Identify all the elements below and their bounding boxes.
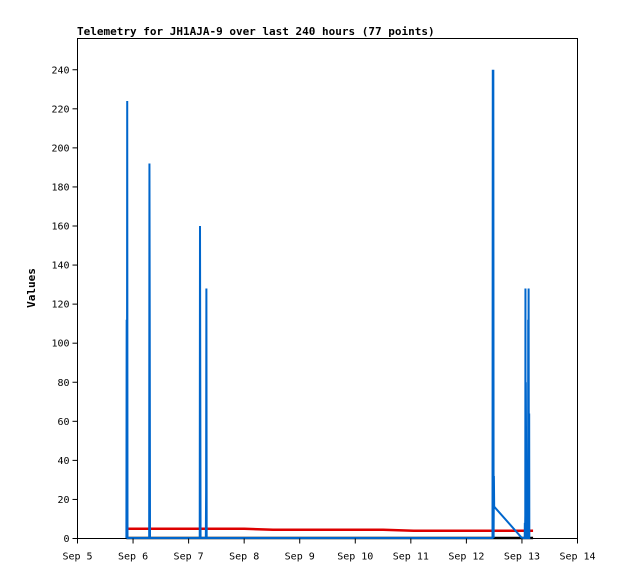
x-tick-label: Sep 8 <box>229 552 259 563</box>
y-tick-label: 0 <box>63 534 69 545</box>
y-tick-label: 120 <box>51 300 69 311</box>
chart-title: Telemetry for JH1AJA-9 over last 240 hou… <box>77 25 435 38</box>
y-tick-label: 40 <box>57 456 69 467</box>
y-tick-label: 240 <box>51 65 69 76</box>
plot-frame <box>77 38 578 539</box>
y-tick-label: 140 <box>51 261 69 272</box>
y-tick-label: 160 <box>51 222 69 233</box>
series-line-0 <box>125 69 531 539</box>
x-axis: Sep 5 Sep 6 Sep 7 Sep 8 Sep 9 Sep 10 Sep 11 Sep… <box>62 538 596 563</box>
x-tick-label: Sep 6 <box>118 552 148 563</box>
x-tick-label: Sep 12 <box>448 552 484 563</box>
x-tick-label: Sep 9 <box>285 552 315 563</box>
series-layer <box>125 69 534 540</box>
y-tick-label: 60 <box>57 417 69 428</box>
y-axis: 0 20 40 60 80 100 120 140 160 180 200 220 240 <box>51 65 78 545</box>
y-tick-label: 220 <box>51 104 69 115</box>
x-tick-label: Sep 5 <box>62 552 92 563</box>
x-tick-label: Sep 10 <box>337 552 373 563</box>
y-tick-label: 200 <box>51 143 69 154</box>
y-tick-label: 80 <box>57 378 69 389</box>
y-tick-label: 20 <box>57 495 69 506</box>
y-tick-label: 180 <box>51 182 69 193</box>
series-line-1 <box>126 527 534 532</box>
y-tick-label: 100 <box>51 339 69 350</box>
x-tick-label: Sep 11 <box>393 552 429 563</box>
x-tick-label: Sep 14 <box>559 552 595 563</box>
x-tick-label: Sep 13 <box>504 552 540 563</box>
x-tick-label: Sep 7 <box>174 552 204 563</box>
y-axis-label: Values <box>25 268 38 308</box>
